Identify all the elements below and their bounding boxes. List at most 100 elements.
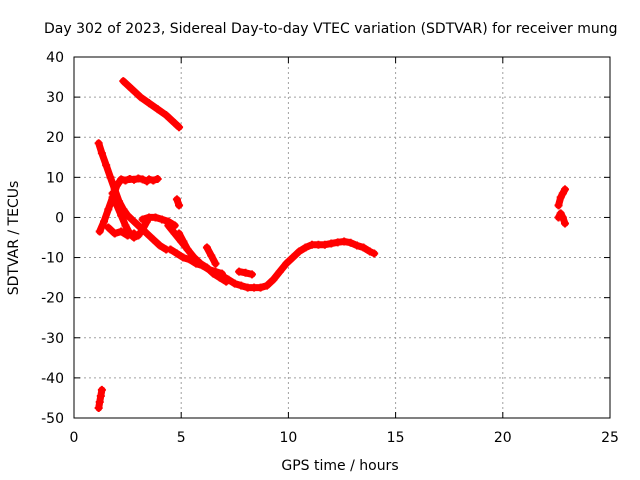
- data-point: [202, 243, 211, 252]
- data-point: [175, 123, 184, 132]
- data-point: [370, 249, 379, 258]
- series-trace: [119, 77, 183, 131]
- data-point: [179, 253, 188, 262]
- data-point: [149, 235, 158, 244]
- data-point: [112, 181, 121, 190]
- data-points: [94, 77, 569, 412]
- data-point: [262, 281, 271, 290]
- series-track-6: [104, 223, 139, 240]
- data-point: [155, 241, 164, 250]
- grid: [74, 57, 610, 418]
- y-tick-label: 30: [46, 90, 64, 106]
- data-point: [136, 93, 145, 102]
- data-point: [145, 175, 154, 184]
- data-point: [320, 240, 329, 249]
- y-axis-label: SDTVAR / TECUs: [6, 181, 22, 296]
- y-tick-label: 10: [46, 170, 64, 186]
- data-point: [556, 193, 565, 202]
- series-track-13: [217, 237, 379, 292]
- ticks: 0 5 10 15 20 25 -50 -40 -30 -20 -10 0 10 20 30 40: [41, 50, 619, 446]
- data-point: [164, 221, 173, 230]
- data-point: [117, 227, 126, 236]
- y-tick-label: -10: [41, 251, 64, 267]
- data-point: [108, 189, 117, 198]
- y-tick-label: 40: [46, 50, 64, 66]
- data-point: [95, 227, 104, 236]
- x-tick-label: 25: [601, 430, 619, 446]
- y-tick-label: -50: [41, 411, 64, 427]
- data-point: [558, 213, 567, 222]
- data-point: [224, 275, 233, 284]
- data-point: [558, 189, 567, 198]
- x-tick-label: 5: [177, 430, 186, 446]
- series-track-14: [235, 267, 256, 279]
- data-point: [269, 275, 278, 284]
- data-point: [145, 99, 154, 108]
- data-point: [172, 195, 181, 204]
- data-point: [235, 267, 244, 276]
- data-point: [207, 251, 216, 260]
- series-track-17: [554, 209, 569, 228]
- data-point: [560, 185, 569, 194]
- data-point: [104, 205, 113, 214]
- data-point: [94, 139, 103, 148]
- data-point: [175, 201, 184, 210]
- chart-title: Day 302 of 2023, Sidereal Day-to-day VTE…: [44, 21, 618, 37]
- data-point: [241, 268, 250, 277]
- data-point: [110, 229, 119, 238]
- data-point: [97, 385, 106, 394]
- data-point: [346, 238, 355, 247]
- data-point: [166, 245, 175, 254]
- data-point: [556, 209, 565, 218]
- data-point: [121, 176, 130, 185]
- data-point: [130, 217, 139, 226]
- data-point: [560, 219, 569, 228]
- data-point: [127, 85, 136, 94]
- series-trace: [555, 209, 569, 227]
- data-point: [301, 243, 310, 252]
- data-point: [554, 201, 563, 210]
- data-point: [327, 239, 336, 248]
- data-point: [121, 221, 130, 230]
- data-point: [117, 175, 126, 184]
- data-point: [230, 279, 239, 288]
- series-trace: [555, 185, 569, 209]
- plot-border: [73, 56, 611, 419]
- data-point: [117, 211, 126, 220]
- data-point: [157, 215, 166, 224]
- y-tick-label: -40: [41, 371, 64, 387]
- data-point: [198, 261, 207, 270]
- x-tick-label: 0: [70, 430, 79, 446]
- data-point: [97, 149, 106, 158]
- data-point: [275, 267, 284, 276]
- data-point: [205, 265, 214, 274]
- data-point: [102, 161, 111, 170]
- y-tick-label: -20: [41, 291, 64, 307]
- data-point: [353, 241, 362, 250]
- data-point: [106, 173, 115, 182]
- data-point: [192, 259, 201, 268]
- data-point: [142, 229, 151, 238]
- data-point: [288, 253, 297, 262]
- data-point: [340, 237, 349, 246]
- data-point: [247, 270, 256, 279]
- y-tick-label: -30: [41, 331, 64, 347]
- series-track-1: [119, 77, 184, 132]
- x-axis-label: GPS time / hours: [281, 458, 398, 474]
- data-point: [237, 281, 246, 290]
- data-point: [153, 174, 162, 183]
- series-track-4: [145, 174, 162, 185]
- data-point: [183, 245, 192, 254]
- series-track-16: [554, 185, 569, 210]
- data-point: [172, 249, 181, 258]
- y-tick-label: 20: [46, 130, 64, 146]
- data-point: [256, 283, 265, 292]
- data-point: [100, 217, 109, 226]
- data-point: [96, 391, 105, 400]
- y-tick-label: 0: [55, 210, 64, 226]
- data-point: [123, 231, 132, 240]
- data-point: [365, 247, 374, 256]
- series-track-8: [172, 195, 184, 210]
- data-point: [138, 215, 147, 224]
